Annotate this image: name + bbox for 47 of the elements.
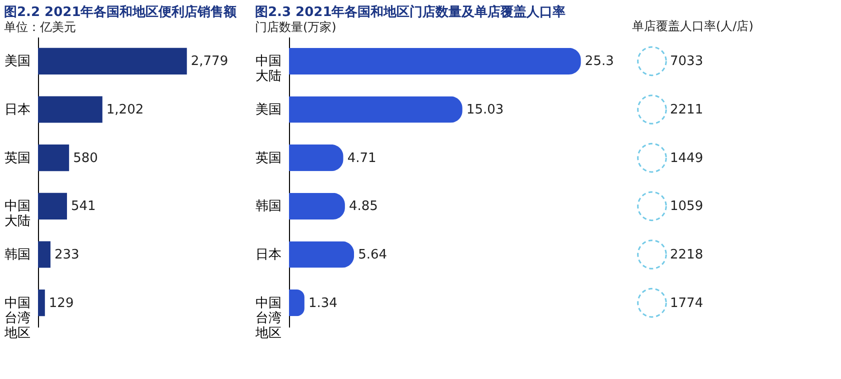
text: 单位：亿美元 [4,20,76,34]
bar [289,144,344,172]
y-tick-label: 英国 [4,150,30,166]
chart-title: 图2.3 2021年各国和地区门店数量及单店覆盖人口率 [255,4,566,20]
bar [289,96,462,123]
data-label: 1059 [670,199,704,214]
data-label: 580 [73,150,98,166]
series-label: 门店数量(万家) [255,20,336,34]
bar [38,96,102,123]
bar [38,144,70,172]
data-label: 4.71 [347,150,376,166]
chart-title: 图2.2 2021年各国和地区便利店销售额 [4,4,238,20]
data-label: 129 [48,296,74,311]
bar [38,48,187,74]
data-label: 233 [54,248,80,262]
bar [289,48,581,74]
data-label: 2218 [670,248,704,262]
bar [38,290,45,316]
bar [289,192,345,220]
data-label: 15.03 [466,102,504,118]
bar [38,241,50,268]
data-label: 4.85 [348,199,378,214]
data-label: 1449 [670,150,704,166]
data-label: 2,779 [190,54,228,70]
y-tick-label: 中国台湾地区 [4,296,30,341]
data-label: 25.3 [584,54,614,70]
y-tick-label: 日本 [256,248,282,262]
y-tick-label: 中国台湾地区 [254,296,282,341]
y-tick-label: 韩国 [256,199,282,214]
data-label: 1774 [670,296,704,311]
y-tick-label: 美国 [4,53,30,70]
data-label: 2211 [670,102,704,118]
y-tick-label: 中国大陆 [4,199,30,230]
bar [38,192,67,220]
bar [289,290,304,316]
y-tick-label: 英国 [256,150,282,166]
y-tick-label: 日本 [4,102,30,118]
y-tick-label: 韩国 [4,248,30,262]
data-label: 7033 [670,54,704,70]
data-label: 1.34 [308,296,338,311]
data-label: 541 [70,199,96,214]
data-label: 1,202 [106,102,144,118]
text: 单店覆盖人口率(人/店) [632,19,754,33]
bar [289,241,354,268]
data-label: 5.64 [358,248,388,262]
y-tick-label: 中国大陆 [256,54,282,84]
y-tick-label: 美国 [256,102,282,118]
